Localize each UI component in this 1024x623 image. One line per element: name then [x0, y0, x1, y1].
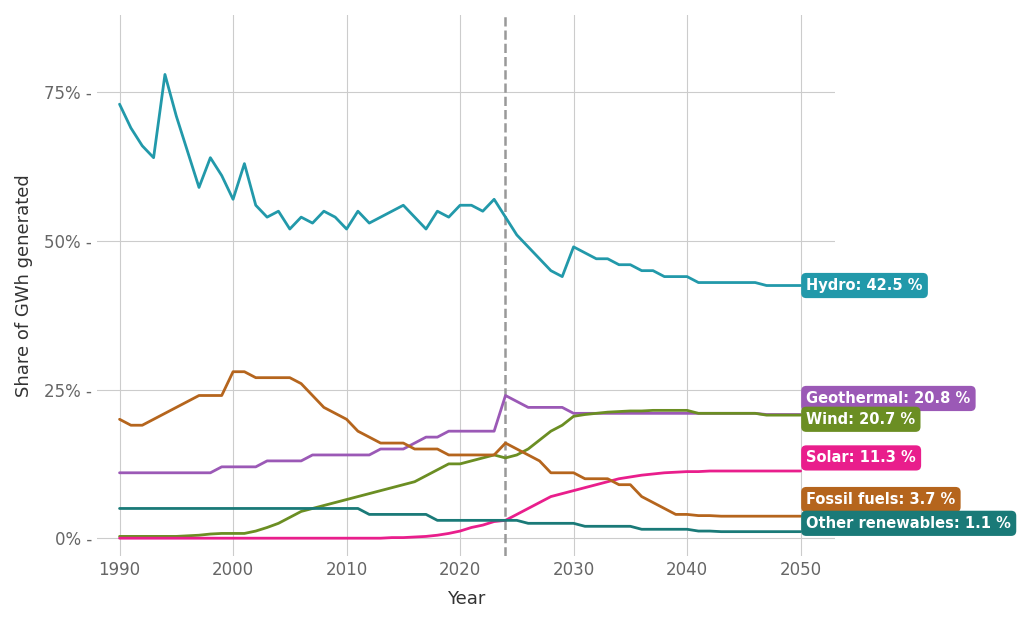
Text: Other renewables: 1.1 %: Other renewables: 1.1 % — [806, 516, 1011, 531]
Text: Geothermal: 20.8 %: Geothermal: 20.8 % — [806, 391, 971, 406]
Text: Wind: 20.7 %: Wind: 20.7 % — [806, 412, 915, 427]
Text: Hydro: 42.5 %: Hydro: 42.5 % — [806, 278, 923, 293]
Text: Solar: 11.3 %: Solar: 11.3 % — [806, 450, 916, 465]
Text: Fossil fuels: 3.7 %: Fossil fuels: 3.7 % — [806, 492, 955, 507]
X-axis label: Year: Year — [446, 590, 485, 608]
Y-axis label: Share of GWh generated: Share of GWh generated — [15, 174, 33, 397]
